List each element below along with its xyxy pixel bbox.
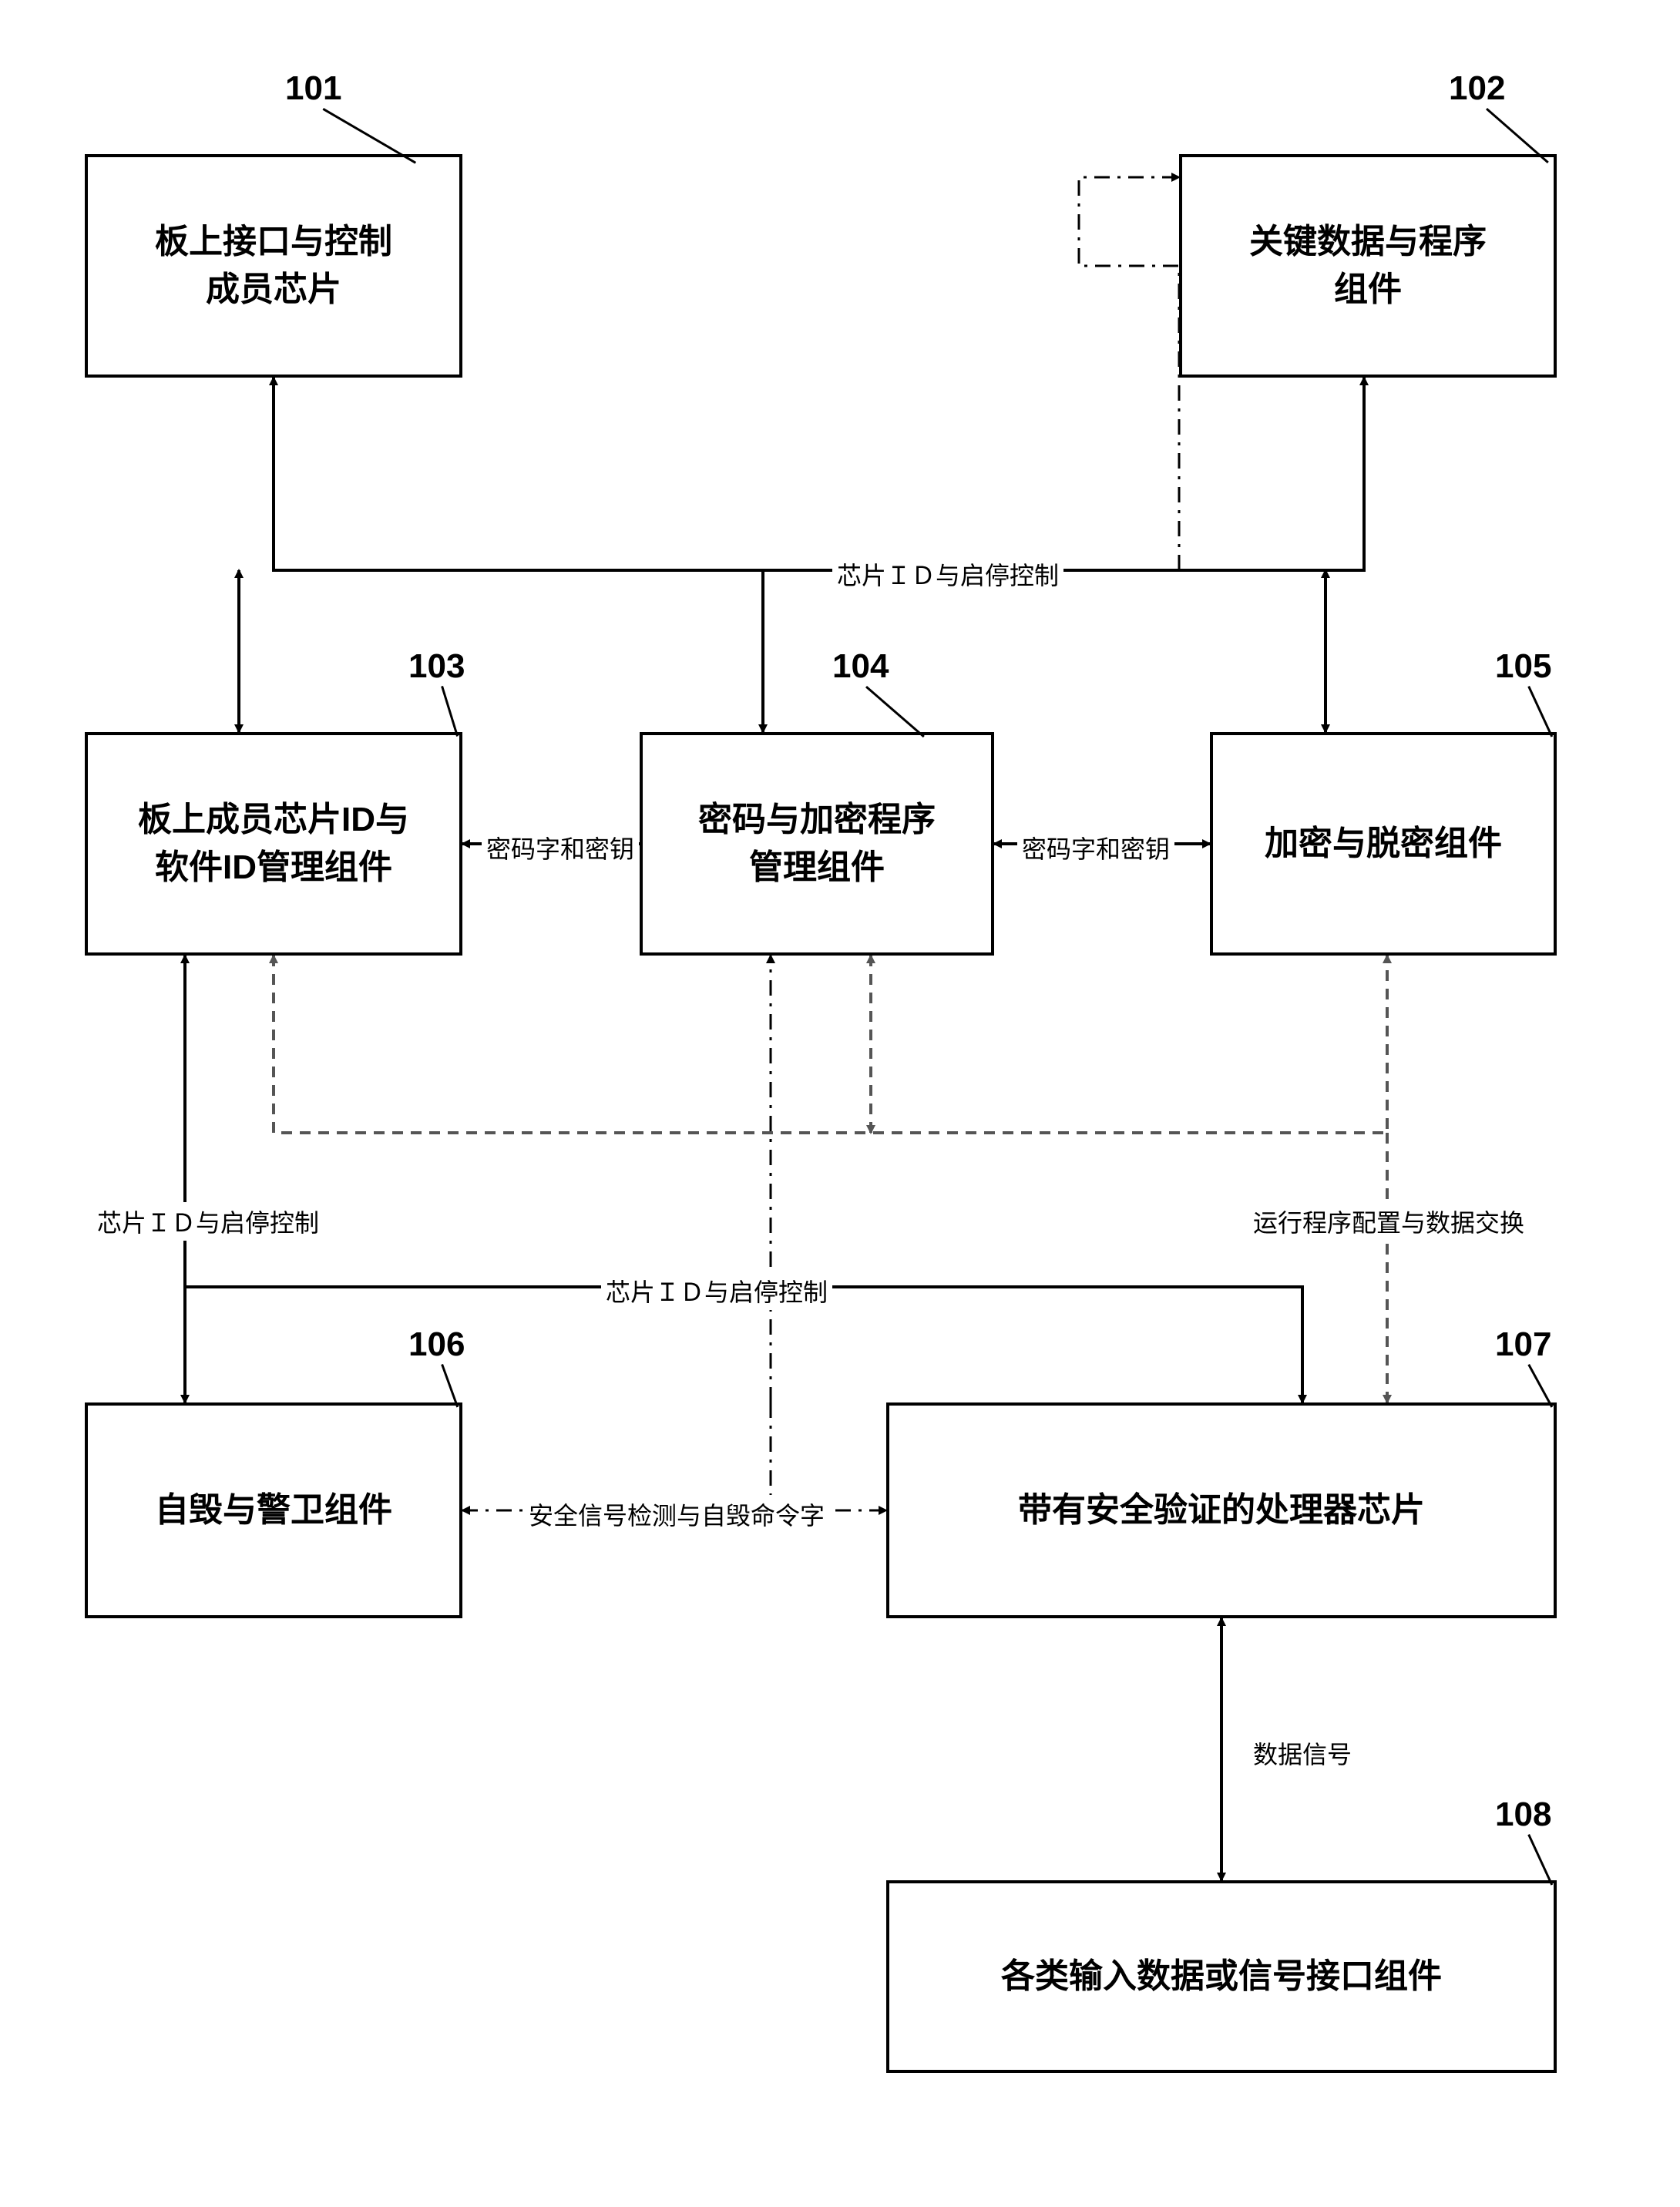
edge-label-e8: 安全信号检测与自毁命令字 — [524, 1495, 829, 1533]
leader-106 — [441, 1364, 459, 1407]
node-id-label-108: 108 — [1495, 1795, 1551, 1834]
leader-108 — [1527, 1834, 1553, 1885]
node-id-label-104: 104 — [832, 647, 889, 686]
node-label-104: 密码与加密程序 管理组件 — [698, 796, 936, 891]
node-label-105: 加密与脱密组件 — [1265, 820, 1502, 868]
node-105: 加密与脱密组件 — [1210, 732, 1557, 956]
node-id-label-103: 103 — [408, 647, 465, 686]
node-id-label-107: 107 — [1495, 1325, 1551, 1364]
node-104: 密码与加密程序 管理组件 — [640, 732, 994, 956]
leader-103 — [441, 686, 459, 737]
edge-label-e6lab: 芯片ＩＤ与启停控制 — [92, 1202, 324, 1241]
node-107: 带有安全验证的处理器芯片 — [886, 1402, 1557, 1618]
node-103: 板上成员芯片ID与 软件ID管理组件 — [85, 732, 462, 956]
edge-e11 — [1079, 177, 1179, 570]
leader-104 — [865, 686, 925, 737]
leader-107 — [1527, 1364, 1553, 1407]
diagram-canvas: 板上接口与控制 成员芯片 101 关键数据与程序 组件 102 板上成员芯片ID与 软件… — [0, 0, 1680, 2207]
node-id-label-105: 105 — [1495, 647, 1551, 686]
node-label-103: 板上成员芯片ID与 软件ID管理组件 — [138, 796, 409, 891]
edge-label-e6: 芯片ＩＤ与启停控制 — [601, 1271, 832, 1310]
edge-label-e4: 密码字和密钥 — [482, 828, 639, 867]
edge-label-e1lab: 芯片ＩＤ与启停控制 — [832, 555, 1063, 593]
edge-label-e10: 数据信号 — [1248, 1734, 1356, 1772]
node-102: 关键数据与程序 组件 — [1179, 154, 1557, 378]
node-id-label-106: 106 — [408, 1325, 465, 1364]
edge-e1 — [274, 378, 1364, 570]
node-label-107: 带有安全验证的处理器芯片 — [1018, 1486, 1425, 1534]
node-108: 各类输入数据或信号接口组件 — [886, 1880, 1557, 2073]
node-label-106: 自毁与警卫组件 — [155, 1486, 392, 1534]
node-label-108: 各类输入数据或信号接口组件 — [1001, 1953, 1442, 2000]
node-106: 自毁与警卫组件 — [85, 1402, 462, 1618]
edge-label-e5: 密码字和密钥 — [1017, 828, 1174, 867]
node-label-102: 关键数据与程序 组件 — [1249, 218, 1487, 313]
leader-105 — [1527, 686, 1553, 737]
node-label-101: 板上接口与控制 成员芯片 — [155, 218, 392, 313]
node-id-label-102: 102 — [1449, 69, 1505, 108]
edge-label-e7c: 运行程序配置与数据交换 — [1248, 1202, 1529, 1241]
node-101: 板上接口与控制 成员芯片 — [85, 154, 462, 378]
node-id-label-101: 101 — [285, 69, 341, 108]
edge-e6 — [185, 956, 1302, 1402]
edge-e7 — [274, 956, 1387, 1133]
